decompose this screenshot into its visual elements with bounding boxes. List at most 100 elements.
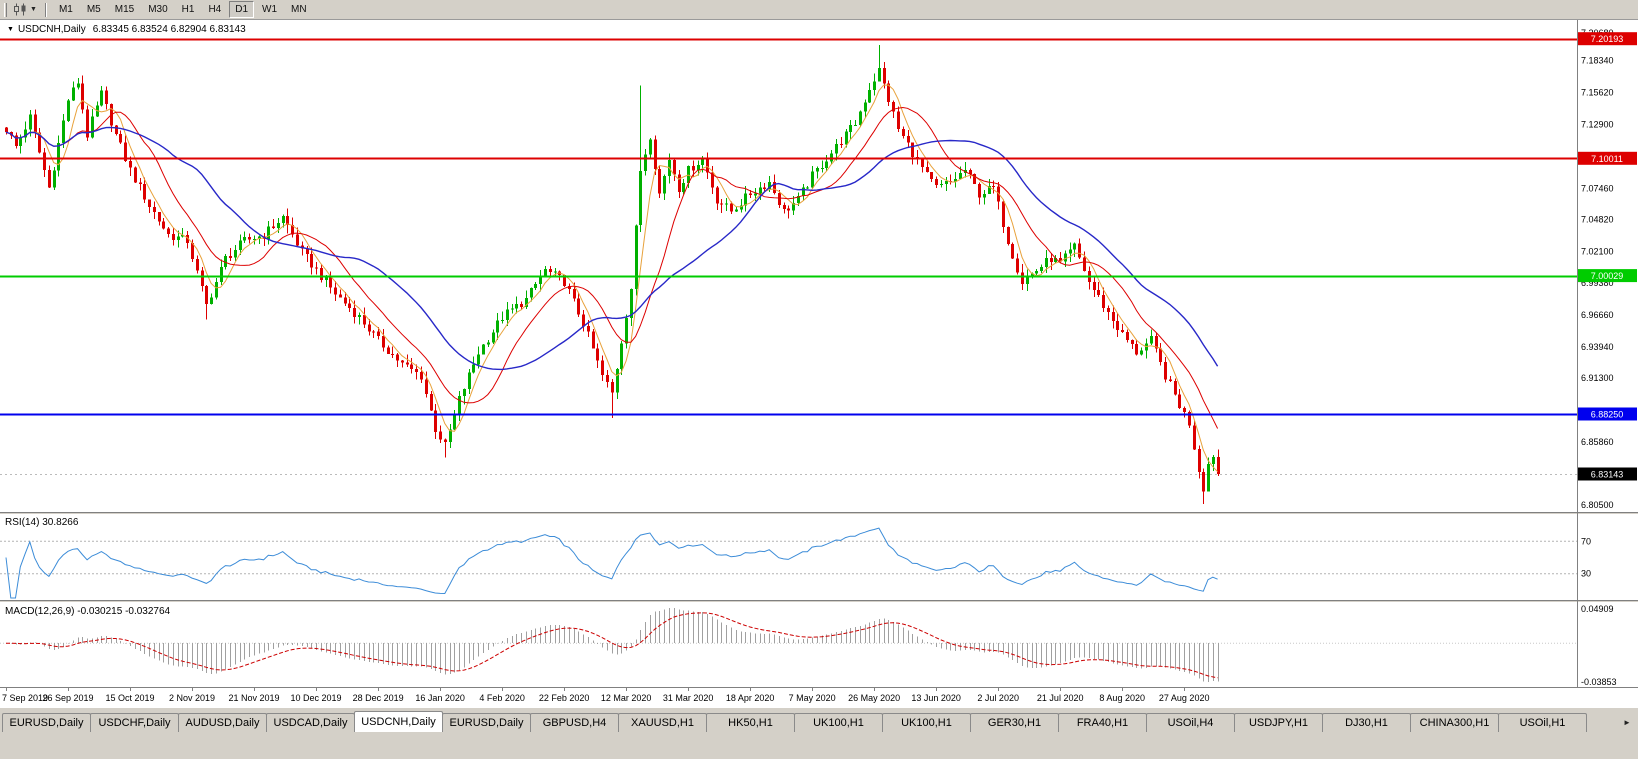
- svg-text:22 Feb 2020: 22 Feb 2020: [539, 693, 590, 703]
- svg-text:6.83143: 6.83143: [1591, 470, 1624, 480]
- tabs-scroll-right-button[interactable]: ►: [1618, 714, 1636, 730]
- chart-tab-eurusd-daily[interactable]: EURUSD,Daily: [442, 713, 531, 732]
- svg-text:12 Mar 2020: 12 Mar 2020: [601, 693, 652, 703]
- chart-tab-uk100-h1[interactable]: UK100,H1: [882, 713, 971, 732]
- svg-text:-0.03853: -0.03853: [1581, 677, 1617, 687]
- toolbar-separator: [44, 2, 47, 17]
- timeframe-button-w1[interactable]: W1: [262, 4, 278, 15]
- svg-text:7.02100: 7.02100: [1581, 246, 1614, 256]
- chart-tab-audusd-daily[interactable]: AUDUSD,Daily: [178, 713, 267, 732]
- chart-tab-usoil-h4[interactable]: USOil,H4: [1146, 713, 1235, 732]
- svg-text:26 May 2020: 26 May 2020: [848, 693, 900, 703]
- current-price-badge: 6.83143: [1578, 467, 1637, 481]
- svg-text:27 Aug 2020: 27 Aug 2020: [1159, 693, 1210, 703]
- chart-header: ▼ USDCNH,Daily 6.83345 6.83524 6.82904 6.8…: [7, 24, 246, 35]
- chart-background: [0, 20, 1638, 708]
- chart-symbol-period: USDCNH,Daily: [17, 24, 86, 35]
- macd-histogram: [11, 607, 1219, 682]
- chart-tab-ger30-h1[interactable]: GER30,H1: [970, 713, 1059, 732]
- svg-text:26 Sep 2019: 26 Sep 2019: [42, 693, 93, 703]
- chart-tab-usdjpy-h1[interactable]: USDJPY,H1: [1234, 713, 1323, 732]
- timeframe-button-h4[interactable]: H4: [208, 4, 222, 15]
- svg-text:16 Jan 2020: 16 Jan 2020: [415, 693, 465, 703]
- svg-text:6.88250: 6.88250: [1591, 410, 1624, 420]
- macd-signal-line: [6, 612, 1218, 679]
- right-arrow-icon: ►: [1623, 717, 1631, 727]
- svg-text:6.93940: 6.93940: [1581, 342, 1614, 352]
- rsi-line: [5, 527, 1218, 599]
- chart-window: 70 30 0.04909 -0.03853 7 Sep 2019 26 Sep 2019…: [0, 20, 1638, 708]
- chart-tab-gbpusd-h4[interactable]: GBPUSD,H4: [530, 713, 619, 732]
- svg-text:6.80500: 6.80500: [1581, 500, 1614, 510]
- price-level-lines[interactable]: [0, 38, 1577, 475]
- svg-text:6.85860: 6.85860: [1581, 437, 1614, 447]
- candles-layer: [5, 45, 1220, 504]
- chart-tab-hk50-h1[interactable]: HK50,H1: [706, 713, 795, 732]
- chart-tab-usdcnh-daily[interactable]: USDCNH,Daily: [354, 711, 443, 732]
- svg-text:6.96660: 6.96660: [1581, 310, 1614, 320]
- chart-tab-usoil-h1[interactable]: USOil,H1: [1498, 713, 1587, 732]
- svg-text:0.04909: 0.04909: [1581, 604, 1614, 614]
- chart-tabs: EURUSD,Daily USDCHF,Daily AUDUSD,Daily USDC…: [2, 710, 1618, 732]
- svg-text:21 Jul 2020: 21 Jul 2020: [1037, 693, 1084, 703]
- macd-indicator-label: MACD(12,26,9) -0.030215 -0.032764: [5, 606, 171, 617]
- chart-tab-usdchf-daily[interactable]: USDCHF,Daily: [90, 713, 179, 732]
- level-price-badge: 6.88250: [1578, 407, 1637, 421]
- chart-tab-uk100-h1[interactable]: UK100,H1: [794, 713, 883, 732]
- timeframe-button-m15[interactable]: M15: [114, 4, 135, 15]
- svg-text:7 May 2020: 7 May 2020: [789, 693, 836, 703]
- chart-tab-eurusd-daily[interactable]: EURUSD,Daily: [2, 713, 91, 732]
- timeframe-button-mn[interactable]: MN: [291, 4, 307, 15]
- symbol-menu-icon[interactable]: ▼: [7, 26, 14, 33]
- chart-tabbar: EURUSD,Daily USDCHF,Daily AUDUSD,Daily USDC…: [0, 710, 1638, 732]
- candlestick-glyph: [13, 3, 25, 16]
- macd-pane: 0.04909 -0.03853: [0, 604, 1617, 687]
- level-price-badge: 7.20193: [1578, 32, 1637, 46]
- svg-text:2 Jul 2020: 2 Jul 2020: [977, 693, 1019, 703]
- svg-text:8 Aug 2020: 8 Aug 2020: [1099, 693, 1145, 703]
- svg-text:7 Sep 2019: 7 Sep 2019: [2, 693, 48, 703]
- periodicity-toolbar: ▼ M1 M5 M15 M30 H1 H4 D1 W1 MN: [0, 0, 1638, 20]
- svg-text:10 Dec 2019: 10 Dec 2019: [290, 693, 341, 703]
- chart-tab-china300-h1[interactable]: CHINA300,H1: [1410, 713, 1499, 732]
- chart-ohlc-values: 6.83345 6.83524 6.82904 6.83143: [92, 24, 246, 35]
- svg-text:30: 30: [1581, 569, 1591, 579]
- timeframe-buttons: M1 M5 M15 M30 H1 H4 D1 W1 MN: [52, 1, 314, 18]
- toolbar-grip[interactable]: [4, 2, 7, 17]
- svg-text:21 Nov 2019: 21 Nov 2019: [228, 693, 279, 703]
- svg-text:15 Oct 2019: 15 Oct 2019: [105, 693, 154, 703]
- svg-text:28 Dec 2019: 28 Dec 2019: [353, 693, 404, 703]
- svg-text:7.20193: 7.20193: [1591, 34, 1624, 44]
- chart-tab-usdcad-daily[interactable]: USDCAD,Daily: [266, 713, 355, 732]
- svg-text:7.12900: 7.12900: [1581, 119, 1614, 129]
- timeframe-button-d1[interactable]: D1: [229, 1, 255, 18]
- timeframe-button-m1[interactable]: M1: [58, 4, 73, 15]
- rsi-indicator-label: RSI(14) 30.8266: [5, 517, 79, 528]
- rsi-pane-splitter[interactable]: [0, 512, 1638, 515]
- svg-text:4 Feb 2020: 4 Feb 2020: [479, 693, 525, 703]
- chart-tab-xauusd-h1[interactable]: XAUUSD,H1: [618, 713, 707, 732]
- svg-text:31 Mar 2020: 31 Mar 2020: [663, 693, 714, 703]
- chart-tab-fra40-h1[interactable]: FRA40,H1: [1058, 713, 1147, 732]
- svg-text:18 Apr 2020: 18 Apr 2020: [726, 693, 775, 703]
- rsi-pane: 70 30: [0, 527, 1591, 599]
- svg-text:7.00029: 7.00029: [1591, 271, 1624, 281]
- svg-text:7.10011: 7.10011: [1591, 154, 1623, 164]
- chart-type-icon[interactable]: [11, 2, 29, 17]
- svg-text:7.07460: 7.07460: [1581, 183, 1614, 193]
- svg-text:70: 70: [1581, 536, 1591, 546]
- timeframe-button-h1[interactable]: H1: [181, 4, 195, 15]
- timeframe-button-m5[interactable]: M5: [86, 4, 101, 15]
- svg-text:7.15620: 7.15620: [1581, 87, 1614, 97]
- svg-text:13 Jun 2020: 13 Jun 2020: [911, 693, 961, 703]
- level-price-badge: 7.10011: [1578, 151, 1637, 165]
- svg-text:2 Nov 2019: 2 Nov 2019: [169, 693, 215, 703]
- chart-type-dropdown-icon[interactable]: ▼: [30, 6, 37, 13]
- timeframe-button-m30[interactable]: M30: [148, 4, 168, 15]
- svg-text:7.04820: 7.04820: [1581, 214, 1614, 224]
- macd-pane-splitter[interactable]: [0, 600, 1638, 603]
- svg-text:6.99380: 6.99380: [1581, 278, 1614, 288]
- chart-tab-dj30-h1[interactable]: DJ30,H1: [1322, 713, 1411, 732]
